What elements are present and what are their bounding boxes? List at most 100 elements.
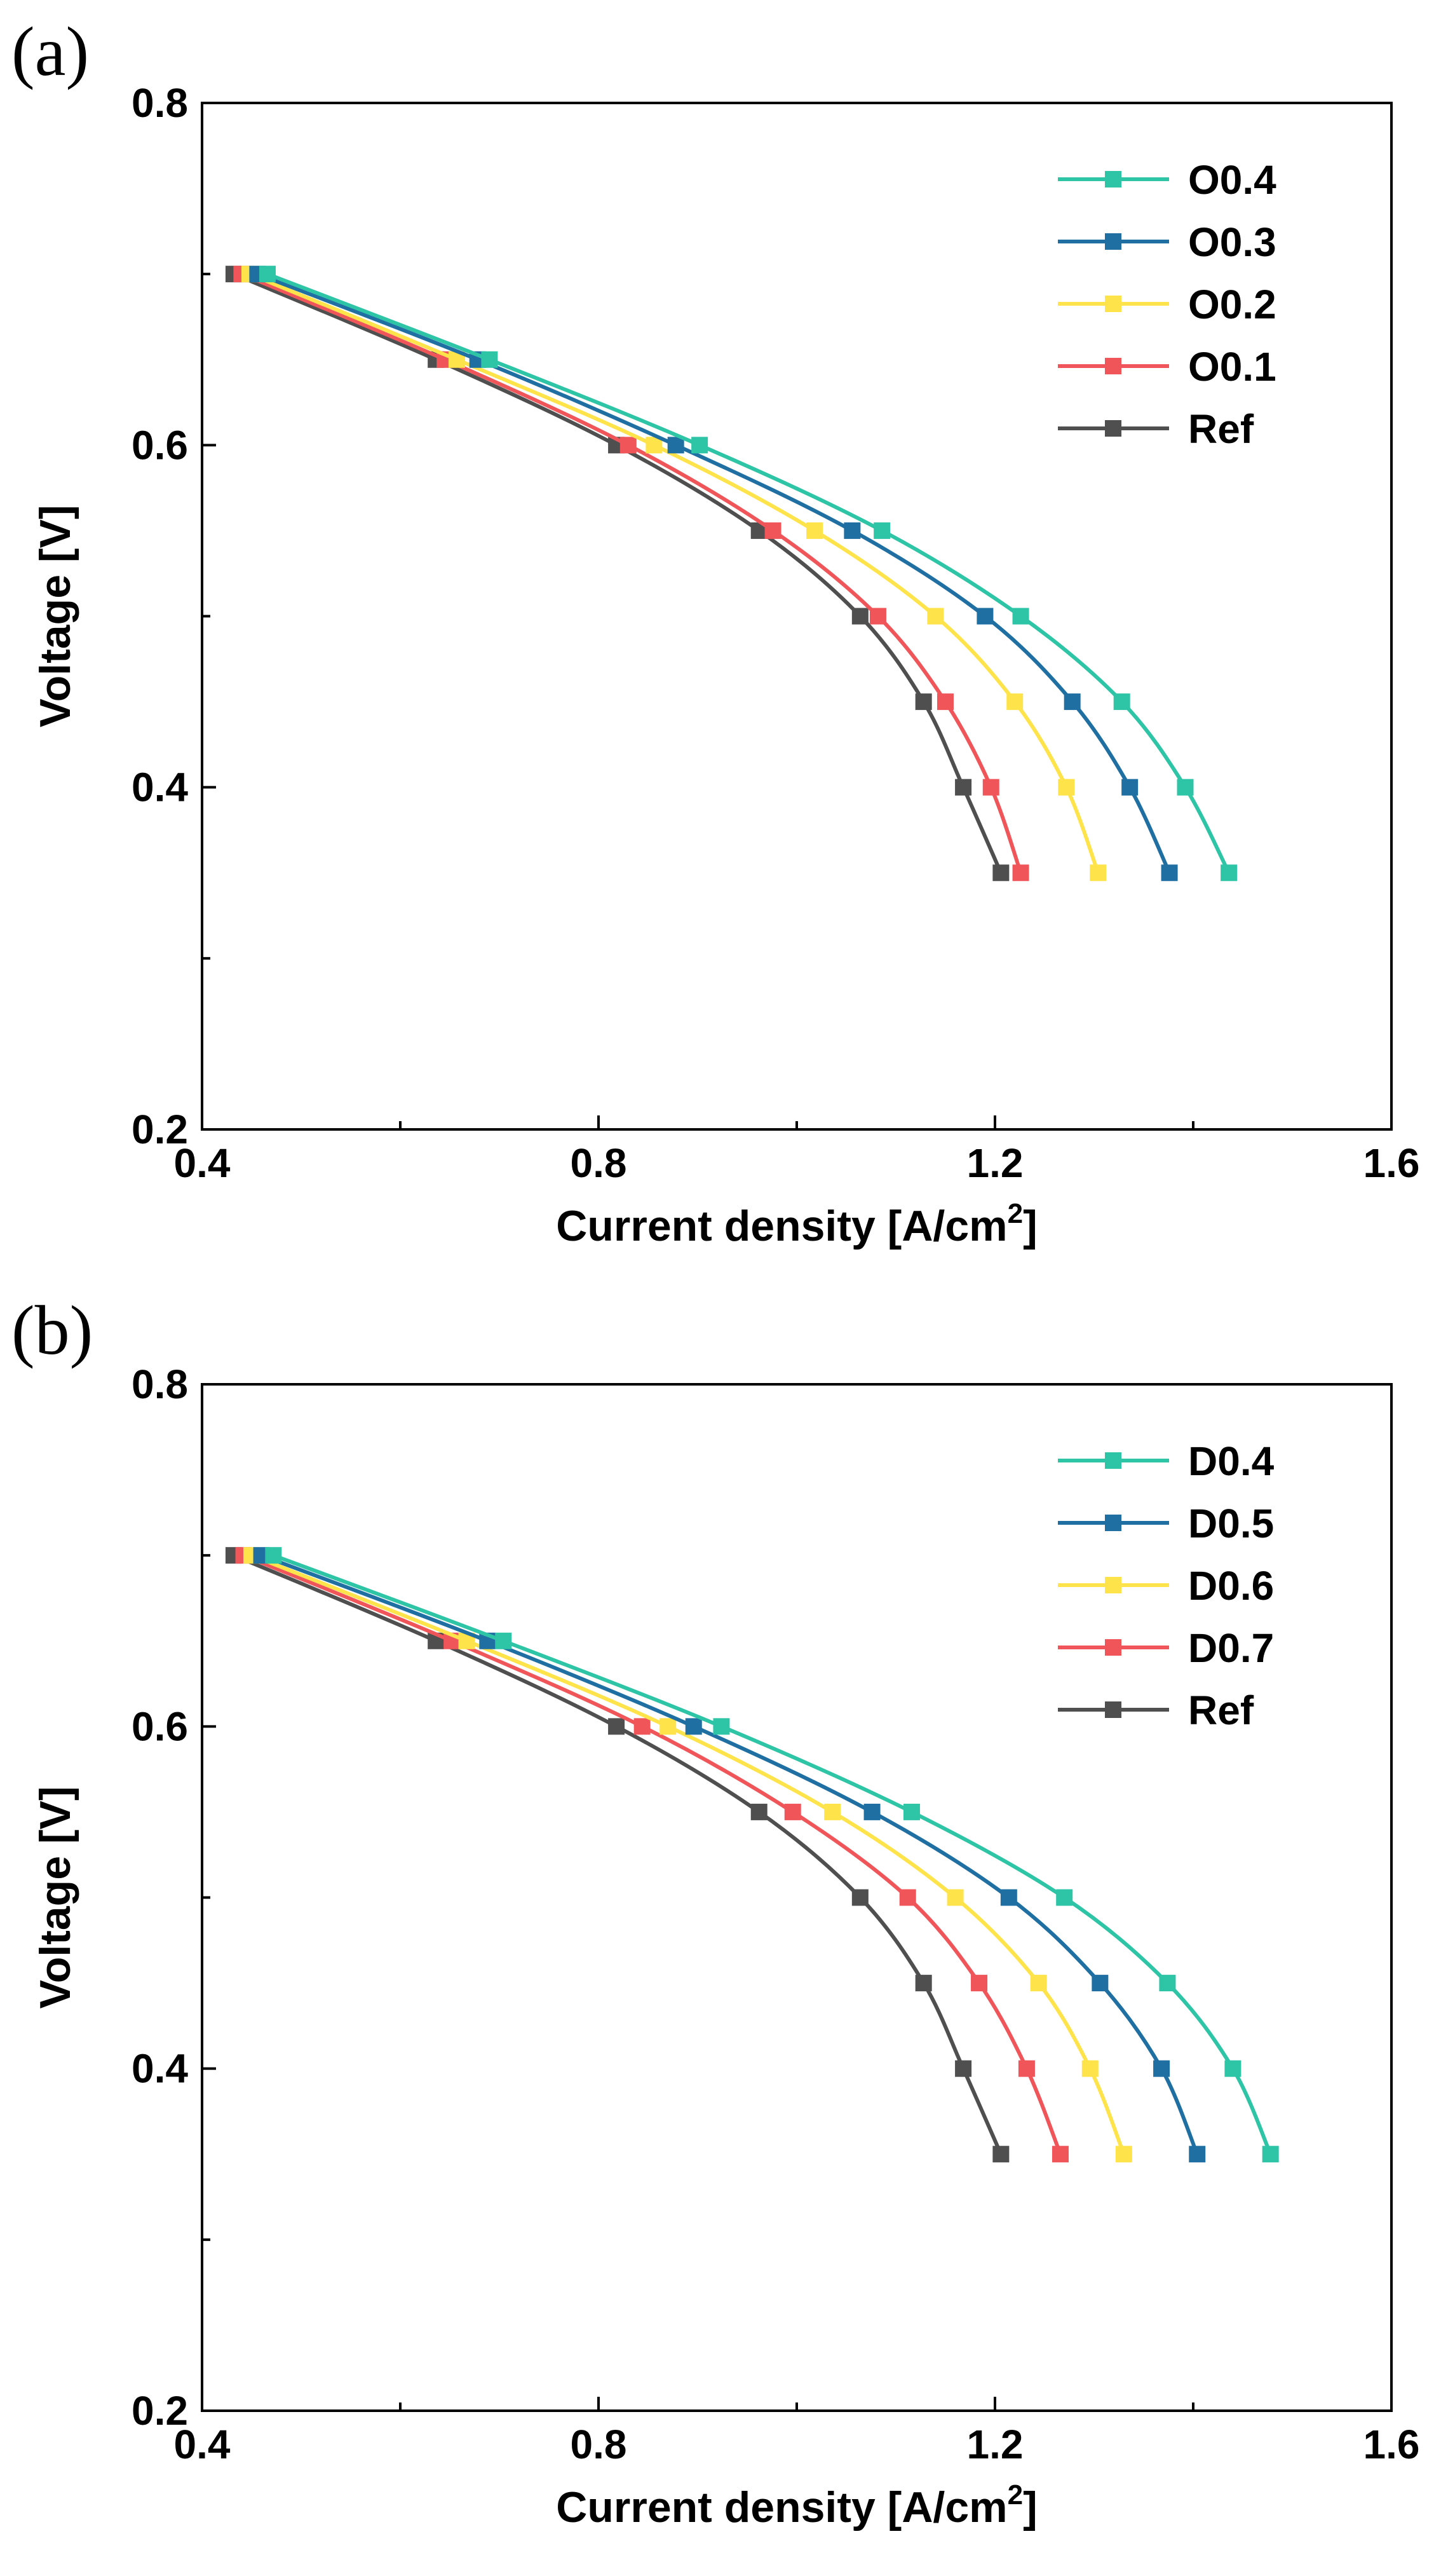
data-point xyxy=(1177,779,1194,796)
x-axis-title-end: ] xyxy=(1023,2483,1038,2532)
panel-label: (b) xyxy=(11,1291,93,1369)
data-point xyxy=(1000,1889,1017,1906)
data-point xyxy=(851,1889,869,1906)
legend-label: D0.5 xyxy=(1188,1501,1274,1546)
legend-marker xyxy=(1105,171,1121,187)
data-point xyxy=(844,522,861,539)
legend-label: D0.7 xyxy=(1188,1625,1274,1671)
series-D0.4 xyxy=(265,1547,1279,2163)
data-point xyxy=(1058,779,1075,796)
data-point xyxy=(1159,1975,1176,1992)
x-tick-label: 1.6 xyxy=(1363,1140,1420,1186)
x-axis-title-superscript: 2 xyxy=(1008,1198,1023,1229)
y-axis-title: Voltage [V] xyxy=(31,505,79,727)
data-point xyxy=(992,864,1010,882)
data-point xyxy=(1189,2146,1206,2163)
data-point xyxy=(660,1718,677,1735)
legend-label: Ref xyxy=(1188,1687,1254,1733)
data-point xyxy=(927,608,944,625)
legend-label: O0.2 xyxy=(1188,282,1276,327)
x-axis-title-superscript: 2 xyxy=(1008,2479,1023,2511)
legend-item: O0.1 xyxy=(1058,344,1276,390)
data-point xyxy=(915,1975,932,1992)
legend-label: O0.3 xyxy=(1188,219,1276,265)
data-point xyxy=(1052,2146,1069,2163)
x-tick-label: 1.2 xyxy=(967,1140,1024,1186)
data-point xyxy=(1115,2146,1132,2163)
data-point xyxy=(992,2146,1010,2163)
data-point xyxy=(903,1803,920,1820)
data-point xyxy=(1012,608,1029,625)
data-point xyxy=(1081,2060,1099,2077)
data-point xyxy=(1121,779,1139,796)
legend-label: O0.4 xyxy=(1188,157,1276,203)
data-point xyxy=(784,1803,801,1820)
data-point xyxy=(851,608,869,625)
x-axis-title-main: Current density [A/cm xyxy=(556,1202,1007,1250)
x-tick-label: 0.4 xyxy=(174,2422,231,2467)
legend-marker xyxy=(1105,233,1121,250)
legend-marker xyxy=(1105,358,1121,374)
series-D0.5 xyxy=(253,1547,1206,2163)
data-point xyxy=(824,1803,841,1820)
legend-marker xyxy=(1105,1639,1121,1656)
data-point xyxy=(874,522,891,539)
legend-marker xyxy=(1105,1577,1121,1593)
data-point xyxy=(750,1803,768,1820)
data-point xyxy=(1064,693,1081,711)
data-point xyxy=(1113,693,1130,711)
data-point xyxy=(863,1803,881,1820)
legend-marker xyxy=(1105,1701,1121,1718)
y-tick-label: 0.6 xyxy=(132,422,188,468)
data-point xyxy=(1006,693,1024,711)
data-point xyxy=(1262,2146,1279,2163)
legend-item: D0.4 xyxy=(1058,1438,1275,1484)
series-O0.4 xyxy=(259,266,1238,882)
y-tick-label: 0.4 xyxy=(132,765,188,810)
x-axis-title-end: ] xyxy=(1023,1202,1038,1250)
data-point xyxy=(915,693,932,711)
x-tick-label: 1.2 xyxy=(967,2422,1024,2467)
panel-label: (a) xyxy=(11,13,89,90)
legend: O0.4 O0.3 O0.2 O0.1 Ref xyxy=(1058,157,1276,452)
legend-item: Ref xyxy=(1058,1687,1254,1733)
data-point xyxy=(971,1975,988,1992)
data-point xyxy=(259,266,276,283)
data-point xyxy=(1161,864,1178,882)
legend-item: O0.3 xyxy=(1058,219,1276,265)
data-point xyxy=(608,1718,625,1735)
data-point xyxy=(1224,2060,1241,2077)
x-tick-label: 0.8 xyxy=(571,2422,627,2467)
y-tick-label: 0.4 xyxy=(132,2046,188,2092)
y-tick-label: 0.2 xyxy=(132,2388,188,2434)
data-point xyxy=(869,608,886,625)
data-point xyxy=(937,693,954,711)
data-point xyxy=(495,1632,512,1649)
legend: D0.4 D0.5 D0.6 D0.7 Ref xyxy=(1058,1438,1275,1733)
y-tick-label: 0.2 xyxy=(132,1107,188,1152)
legend-item: D0.7 xyxy=(1058,1625,1274,1671)
legend-marker xyxy=(1105,1515,1121,1531)
data-point xyxy=(1012,864,1029,882)
y-tick-label: 0.8 xyxy=(132,1361,188,1407)
data-point xyxy=(1018,2060,1035,2077)
data-point xyxy=(947,1889,964,1906)
y-axis-title: Voltage [V] xyxy=(31,1786,79,2008)
data-point xyxy=(1153,2060,1170,2077)
legend-label: D0.6 xyxy=(1188,1563,1274,1609)
data-point xyxy=(899,1889,916,1906)
y-tick-label: 0.8 xyxy=(132,80,188,126)
legend-label: O0.1 xyxy=(1188,344,1276,390)
data-point xyxy=(713,1718,730,1735)
data-point xyxy=(1090,864,1107,882)
legend-item: Ref xyxy=(1058,406,1254,452)
x-tick-label: 0.8 xyxy=(571,1140,627,1186)
data-point xyxy=(1030,1975,1047,1992)
legend-label: D0.4 xyxy=(1188,1438,1275,1484)
data-point xyxy=(1221,864,1238,882)
data-point xyxy=(685,1718,702,1735)
data-point xyxy=(955,779,972,796)
legend-marker xyxy=(1105,296,1121,312)
